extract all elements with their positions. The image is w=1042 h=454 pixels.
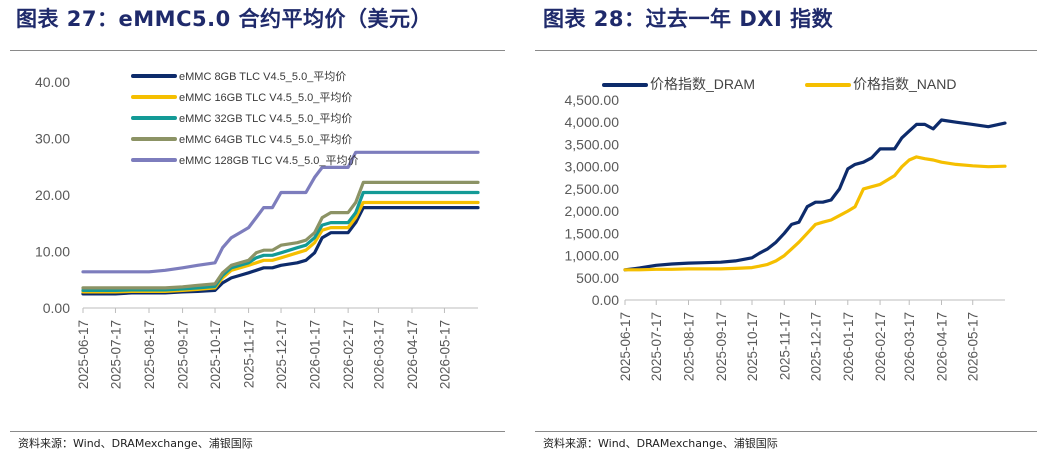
legend-label: eMMC 8GB TLC V4.5_5.0_平均价	[179, 70, 346, 83]
y-tick-label: 3,000.00	[565, 159, 620, 175]
y-tick-label: 2,500.00	[565, 181, 620, 197]
source-note: 资料来源：Wind、DRAMexchange、浦银国际	[18, 437, 253, 450]
x-tick-label: 2025-09-17	[176, 320, 191, 389]
x-tick-label: 2026-03-17	[902, 312, 917, 381]
legend-label: eMMC 64GB TLC V4.5_5.0_平均价	[179, 133, 352, 146]
y-tick-label: 0.00	[592, 292, 619, 308]
legend-label: eMMC 16GB TLC V4.5_5.0_平均价	[179, 91, 352, 104]
y-tick-label: 20.00	[35, 187, 70, 203]
x-tick-label: 2025-10-17	[745, 312, 760, 381]
x-tick-label: 2026-02-17	[341, 320, 356, 389]
y-tick-label: 1,500.00	[565, 225, 620, 241]
legend-label: 价格指数_NAND	[853, 76, 956, 92]
x-tick-label: 2026-03-17	[371, 320, 386, 389]
x-tick-label: 2025-08-17	[142, 320, 157, 389]
title-divider	[10, 50, 505, 51]
series-line	[81, 150, 480, 274]
x-tick-label: 2025-06-17	[76, 320, 91, 389]
x-tick-label: 2025-09-17	[714, 312, 729, 381]
x-tick-label: 2025-11-17	[777, 312, 792, 380]
x-tick-label: 2026-01-17	[841, 312, 856, 381]
footer-divider	[10, 431, 505, 432]
x-tick-label: 2025-07-17	[108, 320, 123, 389]
y-tick-label: 40.00	[35, 74, 70, 90]
chart-title: 图表 28：过去一年 DXI 指数	[543, 7, 834, 31]
x-tick-label: 2025-12-17	[809, 312, 824, 381]
x-tick-label: 2026-04-17	[934, 312, 949, 381]
x-tick-label: 2026-05-17	[966, 312, 981, 381]
y-tick-label: 10.00	[35, 244, 70, 260]
series-line	[81, 190, 480, 292]
x-tick-label: 2025-10-17	[208, 320, 223, 389]
series-line	[81, 180, 480, 290]
x-tick-label: 2025-11-17	[242, 320, 257, 388]
footer-divider	[535, 431, 1037, 432]
x-tick-label: 2026-05-17	[437, 320, 452, 389]
y-tick-label: 1,000.00	[565, 248, 620, 264]
dxi-index-chart: 0.00 500.00 1,000.00 1,500.00 2,000.00 2,500.…	[565, 76, 1007, 381]
legend-label: 价格指数_DRAM	[650, 76, 755, 92]
y-tick-label: 3,500.00	[565, 136, 620, 152]
y-tick-label: 30.00	[35, 131, 70, 147]
x-tick-label: 2026-04-17	[405, 320, 420, 389]
y-tick-label: 500.00	[576, 270, 619, 286]
series-line	[623, 118, 1007, 272]
y-tick-label: 0.00	[43, 300, 70, 316]
legend-label: eMMC 128GB TLC V4.5_5.0_平均价	[179, 154, 359, 167]
series-line	[623, 155, 1007, 272]
x-tick-label: 2025-07-17	[649, 312, 664, 381]
title-divider	[535, 50, 1037, 51]
x-tick-label: 2025-12-17	[274, 320, 289, 389]
source-note: 资料来源：Wind、DRAMexchange、浦银国际	[543, 437, 778, 450]
chart-panel-emmc: 图表 27：eMMC5.0 合约平均价（美元） 0.00 10.00 20.00 30…	[10, 7, 505, 450]
chart-title: 图表 27：eMMC5.0 合约平均价（美元）	[16, 7, 432, 31]
chart-panel-dxi: 图表 28：过去一年 DXI 指数 0.00 500.00 1,000.00 1,50…	[521, 0, 1042, 454]
y-tick-label: 4,000.00	[565, 114, 620, 130]
y-tick-label: 4,500.00	[565, 92, 620, 108]
x-tick-label: 2026-01-17	[308, 320, 323, 389]
y-tick-label: 2,000.00	[565, 203, 620, 219]
x-tick-label: 2025-08-17	[682, 312, 697, 381]
x-tick-label: 2025-06-17	[618, 312, 633, 381]
legend-label: eMMC 32GB TLC V4.5_5.0_平均价	[179, 112, 352, 125]
series-line	[81, 206, 480, 296]
x-tick-label: 2026-02-17	[873, 312, 888, 381]
emmc-price-chart: 0.00 10.00 20.00 30.00 40.00 2025-06-17 2025-0…	[35, 70, 480, 389]
